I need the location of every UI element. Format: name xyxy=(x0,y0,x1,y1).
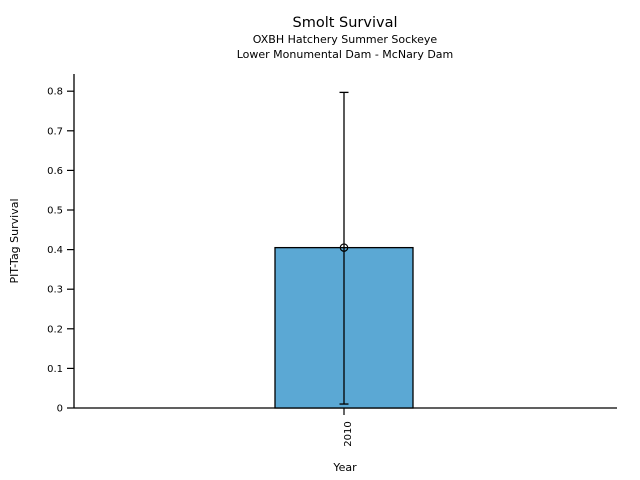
chart-subtitle-reach: Lower Monumental Dam - McNary Dam xyxy=(237,48,454,61)
plot-area: 0 0.1 0.2 0.3 0.4 0.5 0.6 0.7 0.8 2010 xyxy=(47,74,617,447)
data-point-marker xyxy=(339,243,349,252)
y-tick-label: 0.4 xyxy=(47,245,63,256)
y-tick-label: 0.2 xyxy=(47,324,63,335)
y-tick-label: 0.6 xyxy=(47,166,63,177)
chart-subtitle-stock: OXBH Hatchery Summer Sockeye xyxy=(253,33,438,46)
y-tick-label: 0.8 xyxy=(47,87,63,98)
chart-title: Smolt Survival xyxy=(293,15,398,31)
x-tick-label-2010: 2010 xyxy=(343,421,354,446)
x-axis-label: Year xyxy=(332,461,357,474)
y-tick-label: 0.7 xyxy=(47,126,63,137)
y-tick-label: 0.5 xyxy=(47,206,63,217)
y-tick-label: 0.1 xyxy=(47,364,63,375)
y-axis-label: PIT-Tag Survival xyxy=(8,198,21,283)
y-tick-label: 0.3 xyxy=(47,285,63,296)
y-tick-label: 0 xyxy=(57,404,63,415)
